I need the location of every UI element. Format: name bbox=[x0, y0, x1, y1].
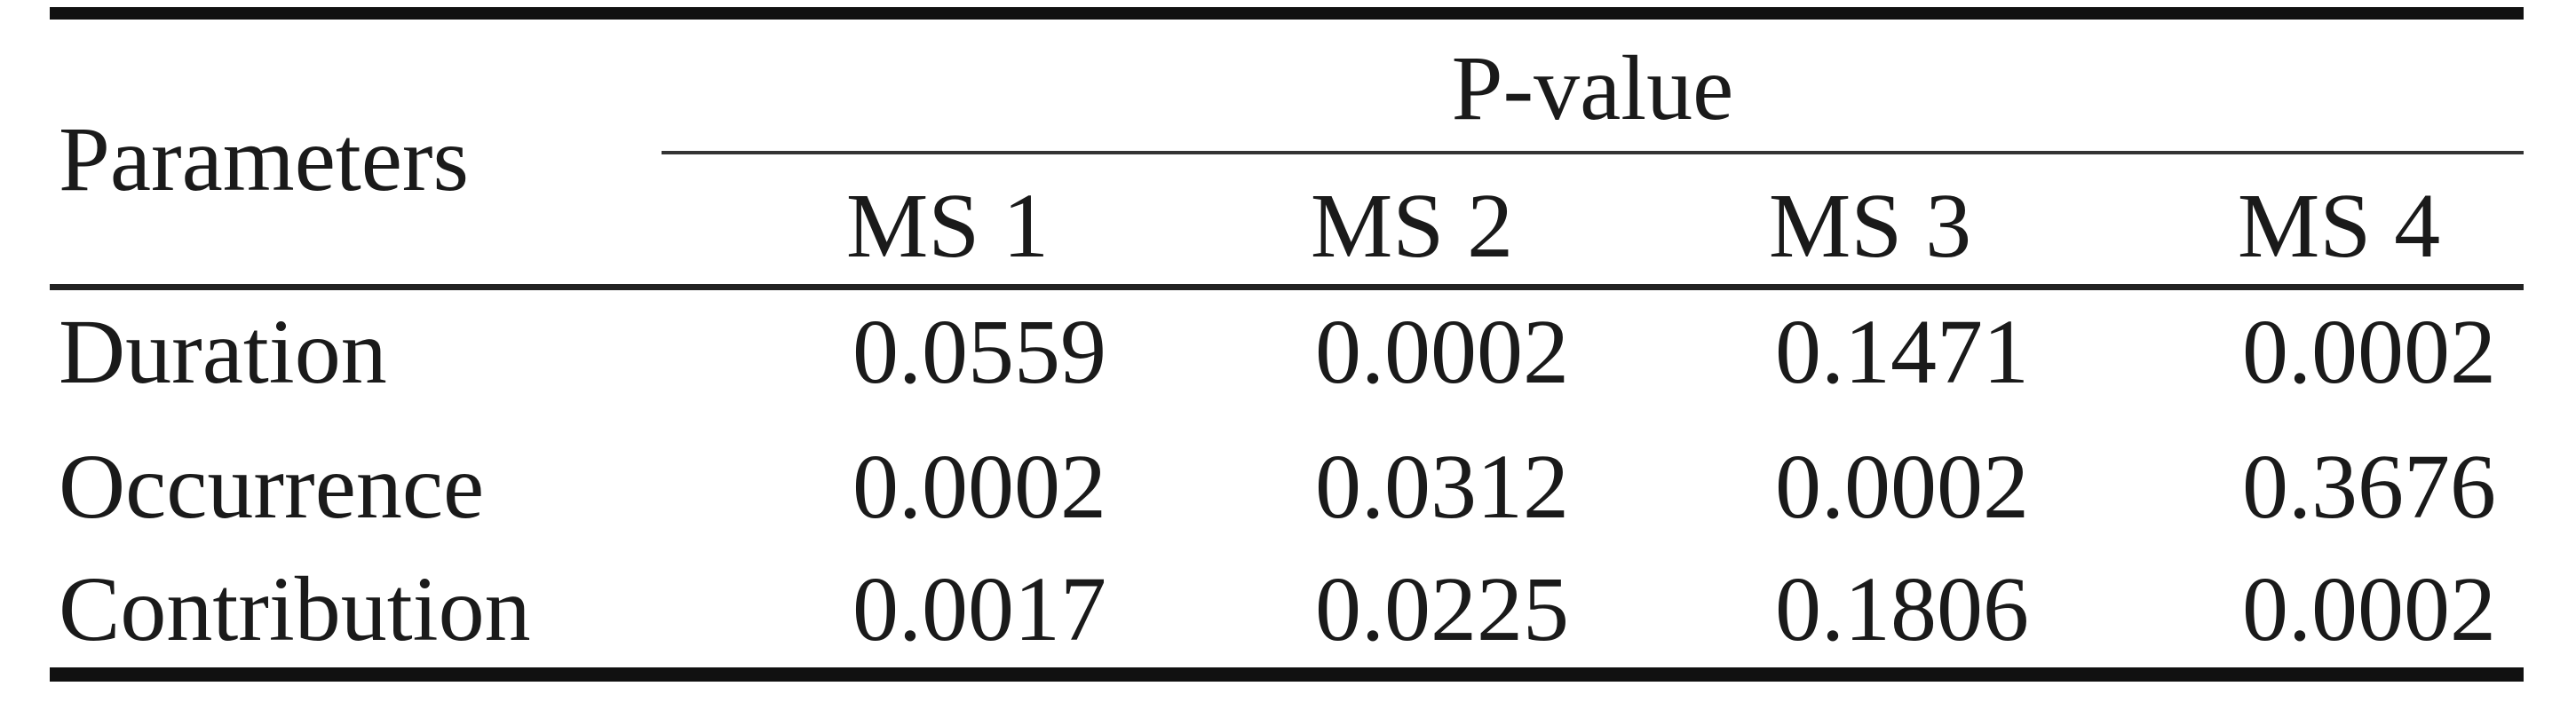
table-cell: 0.1471 bbox=[1775, 301, 2029, 403]
table-cell: 0.0002 bbox=[1315, 301, 1569, 403]
header-rule bbox=[50, 284, 2524, 290]
column-header-ms2: MS 2 bbox=[1310, 175, 1514, 277]
table-cell: 0.0002 bbox=[2242, 558, 2496, 660]
row-label-contribution: Contribution bbox=[59, 558, 531, 660]
table-cell: 0.3676 bbox=[2242, 436, 2496, 538]
table-bottom-rule bbox=[50, 667, 2524, 682]
table-cell: 0.0312 bbox=[1315, 436, 1569, 538]
table-cell: 0.0002 bbox=[1775, 436, 2029, 538]
column-header-ms3: MS 3 bbox=[1768, 175, 1972, 277]
table-cell: 0.0002 bbox=[852, 436, 1106, 538]
row-label-duration: Duration bbox=[59, 301, 387, 403]
column-header-ms1: MS 1 bbox=[845, 175, 1050, 277]
table-cell: 0.0002 bbox=[2242, 301, 2496, 403]
parameters-header: Parameters bbox=[59, 108, 470, 210]
table-cell: 0.0017 bbox=[852, 558, 1106, 660]
group-header-rule bbox=[662, 151, 2524, 154]
p-value-header: P-value bbox=[1451, 37, 1734, 139]
row-label-occurrence: Occurrence bbox=[59, 436, 485, 538]
table-top-rule bbox=[50, 7, 2524, 20]
column-header-ms4: MS 4 bbox=[2237, 175, 2441, 277]
table-cell: 0.0225 bbox=[1315, 558, 1569, 660]
table-cell: 0.0559 bbox=[852, 301, 1106, 403]
table-cell: 0.1806 bbox=[1775, 558, 2029, 660]
